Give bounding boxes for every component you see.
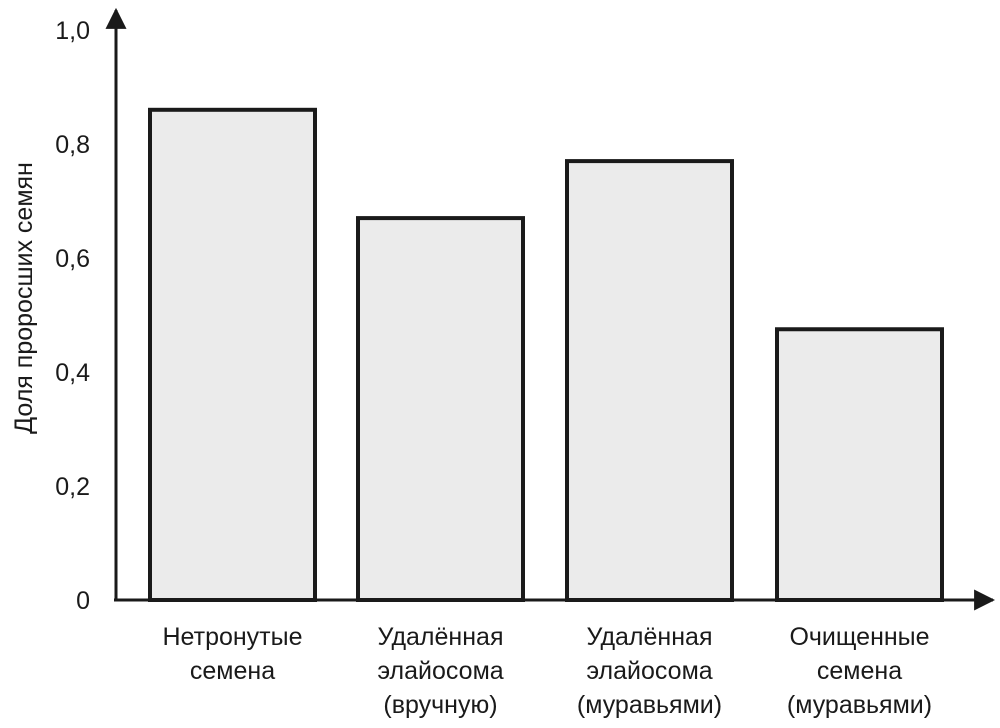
y-tick-label: 0,4 <box>55 359 90 387</box>
category-label-line: семена <box>190 657 275 685</box>
category-label-line: семена <box>817 657 902 685</box>
category-label-line: Удалённая <box>378 623 504 651</box>
bar-4 <box>775 327 944 602</box>
y-tick-label: 0,8 <box>55 131 90 159</box>
category-label-line: (вручную) <box>383 691 497 719</box>
y-axis-title: Доля проросших семян <box>10 162 38 434</box>
y-tick-label: 1,0 <box>55 17 90 45</box>
category-label-line: элайосома <box>586 657 712 685</box>
y-tick-labels: 0 0,2 0,4 0,6 0,8 1,0 <box>55 17 90 615</box>
category-label-line: элайосома <box>377 657 503 685</box>
category-label-2: Удалённая элайосома (вручную) <box>377 623 503 719</box>
bar-3 <box>565 159 734 602</box>
bars-group <box>148 107 944 603</box>
category-label-line: (муравьями) <box>577 691 722 719</box>
y-tick-label: 0,6 <box>55 245 90 273</box>
bar-1 <box>148 107 317 603</box>
x-category-labels: Нетронутые семена Удалённая элайосома (вручн… <box>162 623 932 719</box>
bar-2 <box>356 216 525 602</box>
y-tick-label: 0 <box>76 587 90 615</box>
category-label-line: (муравьями) <box>787 691 932 719</box>
category-label-line: Удалённая <box>587 623 713 651</box>
category-label-1: Нетронутые семена <box>162 623 302 685</box>
category-label-line: Нетронутые <box>162 623 302 651</box>
y-tick-label: 0,2 <box>55 473 90 501</box>
category-label-3: Удалённая элайосома (муравьями) <box>577 623 722 719</box>
category-label-line: Очищенные <box>789 623 929 651</box>
category-label-4: Очищенные семена (муравьями) <box>787 623 932 719</box>
